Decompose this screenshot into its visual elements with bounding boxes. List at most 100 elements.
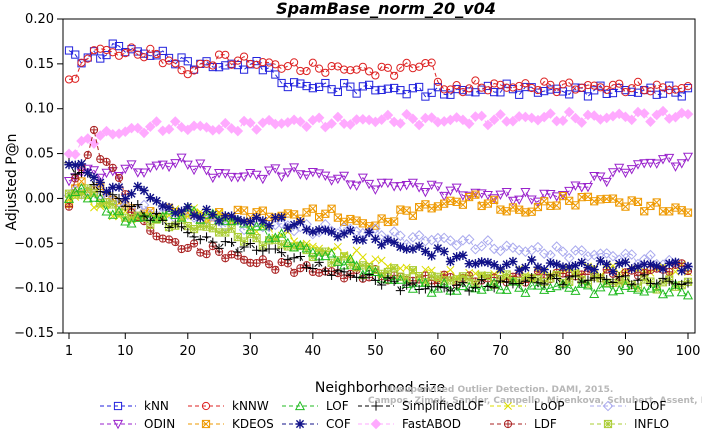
data-point: [415, 62, 424, 71]
data-point-part: [652, 198, 661, 207]
data-point-part: [377, 240, 387, 250]
data-point-part: [226, 211, 237, 221]
data-point-part: [521, 79, 530, 88]
data-point-part: [540, 86, 549, 96]
data-point: [445, 286, 456, 296]
data-point-part: [488, 243, 500, 255]
data-point-part: [227, 60, 236, 69]
data-point: [620, 271, 631, 281]
data-point-part: [308, 204, 317, 213]
data-point-part: [483, 86, 493, 95]
data-point-part: [302, 246, 311, 254]
data-point: [633, 275, 643, 285]
data-point-part: [526, 195, 537, 205]
data-point-part: [470, 259, 481, 269]
data-point: [520, 188, 531, 198]
data-point: [395, 230, 406, 242]
data-point: [551, 192, 562, 202]
data-point: [420, 235, 431, 247]
data-point: [170, 208, 180, 218]
data-point: [471, 76, 480, 85]
data-point: [427, 251, 437, 261]
data-point: [370, 223, 381, 234]
data-point: [208, 224, 217, 233]
data-point-part: [326, 118, 337, 129]
data-point: [570, 181, 581, 191]
data-point: [476, 189, 487, 199]
data-point-part: [502, 83, 511, 92]
data-point-part: [220, 211, 230, 221]
data-point: [501, 284, 512, 294]
data-point: [446, 265, 455, 274]
data-point: [258, 216, 268, 226]
data-point-part: [365, 80, 374, 89]
data-point-part: [540, 197, 549, 206]
data-point: [452, 252, 462, 262]
data-point: [446, 90, 455, 99]
data-point: [502, 83, 511, 92]
y-tick-label: −0.05: [14, 236, 54, 251]
legend-item-inflo: INFLO: [590, 417, 669, 431]
data-point: [101, 125, 112, 137]
data-point-part: [221, 228, 230, 237]
data-point-part: [652, 279, 662, 289]
data-point-part: [576, 245, 588, 256]
data-point-part: [634, 197, 642, 206]
data-point: [664, 153, 675, 164]
legend-label: kNN: [144, 399, 169, 413]
data-point: [183, 57, 192, 66]
data-point-part: [233, 233, 242, 242]
data-point: [133, 181, 143, 191]
data-point: [414, 183, 425, 193]
data-point-part: [190, 225, 199, 234]
data-point-part: [208, 224, 217, 233]
data-point-part: [327, 270, 337, 280]
data-point-part: [158, 215, 168, 225]
data-point: [183, 243, 192, 253]
data-point-part: [470, 282, 481, 293]
data-point: [545, 282, 556, 293]
data-point-part: [138, 199, 150, 211]
data-point-part: [646, 87, 655, 96]
data-point: [665, 86, 674, 95]
data-point: [564, 262, 574, 272]
data-point-part: [371, 265, 380, 274]
data-point: [632, 284, 644, 294]
data-point-part: [258, 66, 267, 75]
data-point-part: [476, 110, 487, 122]
data-point-part: [489, 283, 499, 293]
data-point: [389, 182, 400, 192]
data-point: [64, 160, 74, 170]
data-point-part: [413, 230, 425, 241]
data-point: [333, 87, 342, 97]
data-point-part: [633, 262, 643, 272]
data-point-part: [358, 272, 368, 282]
data-point: [651, 159, 662, 169]
data-point: [264, 221, 274, 231]
data-point: [539, 264, 549, 275]
data-point: [676, 159, 687, 169]
data-point-part: [358, 62, 367, 71]
data-point: [320, 250, 331, 261]
legend-label: LDOF: [634, 399, 666, 413]
data-point-part: [402, 280, 412, 290]
data-point: [258, 255, 267, 264]
x-tick-label: 20: [180, 344, 197, 359]
data-point-part: [76, 159, 87, 169]
data-point: [458, 278, 468, 288]
data-point: [508, 256, 518, 267]
data-point-part: [438, 232, 450, 244]
data-point-part: [583, 262, 593, 273]
data-point: [427, 58, 436, 67]
data-point: [239, 52, 249, 61]
data-point-part: [433, 282, 443, 292]
data-point-part: [233, 60, 242, 70]
data-point-part: [84, 151, 92, 159]
data-point: [202, 250, 211, 259]
data-point-part: [221, 254, 229, 262]
data-point-part: [407, 178, 418, 189]
data-point-part: [383, 235, 393, 245]
data-point-part: [671, 85, 680, 94]
data-point-part: [215, 228, 224, 237]
data-point: [501, 187, 512, 198]
